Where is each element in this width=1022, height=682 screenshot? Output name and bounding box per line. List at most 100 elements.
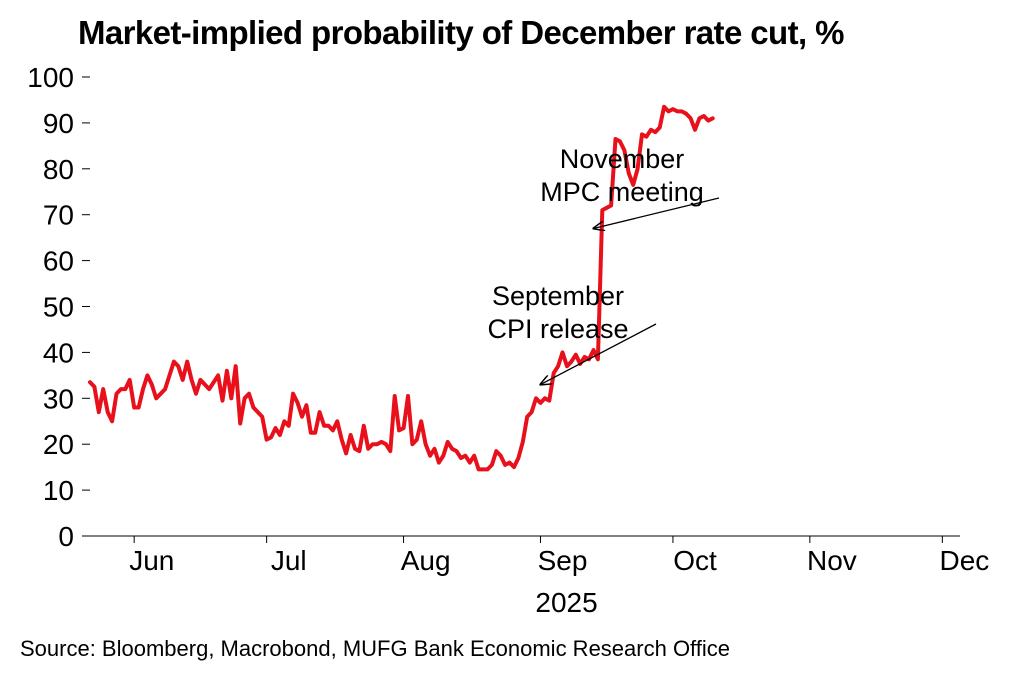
y-tick-label: 30 — [43, 383, 74, 414]
data-point — [658, 125, 662, 130]
data-point — [636, 167, 640, 171]
data-point — [349, 433, 353, 437]
data-point — [185, 360, 189, 364]
data-point — [631, 183, 635, 187]
data-point — [419, 419, 423, 423]
x-tick-label: Jul — [271, 545, 307, 576]
annotation-text: November — [560, 144, 685, 174]
y-tick-label: 0 — [58, 521, 74, 552]
series-layer — [88, 104, 715, 472]
data-point — [88, 380, 92, 384]
data-point — [503, 463, 507, 467]
data-point — [296, 401, 300, 405]
data-point — [243, 396, 247, 400]
data-point — [322, 424, 326, 428]
data-point — [432, 447, 437, 451]
data-point — [662, 105, 666, 109]
data-point — [340, 438, 344, 442]
data-point — [653, 130, 657, 134]
data-point — [212, 380, 216, 384]
data-point — [132, 405, 136, 410]
y-tick-label: 10 — [43, 475, 74, 506]
data-point — [666, 109, 671, 113]
data-point — [287, 424, 291, 428]
data-point — [477, 467, 481, 471]
data-point — [507, 461, 512, 465]
data-point — [225, 369, 229, 373]
data-point — [234, 364, 238, 368]
data-point — [644, 135, 649, 139]
data-point — [251, 405, 255, 410]
data-point — [697, 116, 702, 120]
data-point — [119, 387, 123, 391]
data-point — [366, 447, 370, 451]
data-point — [459, 456, 463, 460]
data-point — [101, 387, 105, 391]
data-point — [485, 467, 490, 471]
data-point — [256, 410, 260, 414]
data-point — [463, 454, 467, 458]
data-point — [181, 378, 185, 382]
data-point — [565, 364, 569, 368]
data-point — [402, 426, 406, 430]
data-point — [622, 148, 627, 152]
x-year-label: 2025 — [535, 587, 597, 618]
annotation-text: CPI release — [487, 314, 628, 344]
data-point — [441, 454, 445, 458]
data-point — [609, 203, 613, 208]
data-point — [353, 447, 357, 451]
data-point — [379, 440, 384, 444]
data-point — [92, 385, 96, 389]
data-point — [569, 360, 574, 364]
data-point — [450, 447, 454, 451]
x-tick-label: Aug — [401, 545, 451, 576]
data-point — [331, 428, 335, 432]
data-point — [318, 410, 322, 414]
x-axis: Jun Jul Aug Sep Oct Nov Dec 2025 — [90, 535, 989, 618]
data-point — [618, 139, 622, 143]
data-point — [591, 348, 596, 352]
data-point — [556, 364, 560, 368]
data-point — [574, 353, 578, 357]
data-point — [141, 387, 145, 391]
data-point — [613, 137, 618, 141]
data-point — [525, 415, 529, 419]
data-point — [393, 394, 397, 398]
data-point — [145, 373, 149, 377]
data-point — [357, 449, 361, 453]
y-tick-label: 20 — [43, 429, 74, 460]
data-point — [220, 399, 225, 403]
data-point — [260, 415, 264, 419]
data-point — [128, 378, 132, 382]
data-point — [530, 410, 534, 414]
annotation-text: September — [492, 281, 624, 311]
y-tick-label: 60 — [43, 246, 74, 277]
data-point — [428, 454, 432, 458]
data-point — [384, 442, 388, 446]
data-point — [596, 357, 600, 361]
data-point — [238, 421, 242, 426]
data-point — [176, 364, 180, 368]
data-point — [154, 396, 158, 400]
data-point — [291, 392, 295, 396]
data-point — [198, 378, 202, 382]
source-note: Source: Bloomberg, Macrobond, MUFG Bank … — [20, 636, 731, 661]
data-point — [304, 403, 308, 407]
data-point — [627, 171, 631, 175]
annotation-text: MPC meeting — [540, 177, 704, 207]
data-point — [693, 128, 697, 132]
data-point — [543, 396, 547, 400]
y-tick-label: 50 — [43, 292, 74, 323]
data-point — [468, 461, 472, 465]
data-point — [552, 371, 556, 375]
data-point — [706, 119, 710, 123]
y-tick-label: 90 — [43, 108, 74, 139]
data-point — [534, 396, 538, 400]
data-point — [106, 410, 110, 414]
data-point — [273, 426, 278, 430]
data-point — [424, 442, 428, 446]
data-point — [326, 424, 331, 428]
annotation-arrow — [593, 197, 720, 228]
data-point — [512, 465, 516, 469]
data-point — [547, 399, 551, 403]
